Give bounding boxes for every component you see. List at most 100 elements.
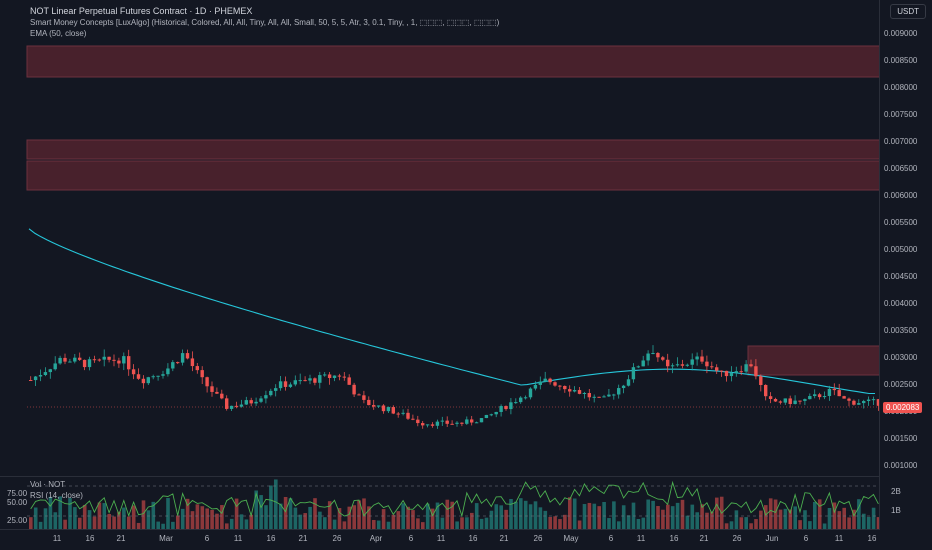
candle-body	[749, 364, 753, 367]
volume-bar	[421, 522, 425, 530]
supply-zone	[26, 160, 880, 191]
candle	[411, 414, 415, 421]
currency-button[interactable]: USDT	[890, 4, 926, 19]
candle-body	[543, 378, 547, 382]
volume-bar	[729, 521, 734, 530]
volume-bar	[136, 522, 141, 530]
candle	[68, 358, 72, 363]
candle-body	[210, 386, 214, 392]
candle-body	[617, 388, 621, 395]
volume-bar	[474, 503, 479, 530]
volume-bar	[734, 510, 739, 530]
candle-body	[876, 399, 880, 406]
volume-bar	[866, 516, 871, 530]
candle	[278, 375, 283, 391]
volume-bar	[793, 506, 797, 530]
price-tick: 0.009000	[884, 29, 918, 38]
candle-body	[661, 357, 665, 360]
chart-title: NOT Linear Perpetual Futures Contract · …	[30, 6, 253, 16]
time-tick: 21	[699, 534, 709, 543]
candle-body	[215, 391, 219, 394]
price-tick: 0.006000	[884, 191, 918, 200]
pane-separator[interactable]	[0, 476, 880, 477]
volume-bar	[43, 508, 48, 530]
volume-bar	[582, 504, 587, 530]
candle-body	[504, 406, 508, 410]
candle	[715, 364, 719, 375]
candle-body	[754, 366, 758, 377]
candle-body	[239, 404, 244, 407]
candle	[337, 373, 342, 381]
candle	[572, 386, 577, 393]
candle-body	[695, 356, 699, 360]
candle-body	[278, 381, 283, 389]
candle-body	[352, 384, 356, 395]
candle	[817, 392, 822, 400]
volume-bar	[38, 521, 43, 530]
volume-bar	[587, 502, 592, 530]
price-chart[interactable]	[0, 0, 880, 530]
volume-bar	[283, 496, 288, 530]
rsi-legend[interactable]: RSI (14, close)	[30, 491, 83, 500]
candle-body	[778, 401, 783, 403]
candle-body	[813, 394, 817, 397]
volume-bars	[29, 479, 880, 530]
volume-bar	[102, 503, 107, 530]
time-tick: 16	[669, 534, 679, 543]
price-axis[interactable]: USDT 0.009000 0.008500 0.008000 0.007500 0.0…	[879, 0, 932, 530]
volume-bar	[332, 519, 337, 530]
time-axis[interactable]: 11 16 21 Mar 6 11 16 21 26 Apr 6 11 16 21 26 May 6 11 16 21…	[0, 529, 880, 550]
candle-body	[621, 385, 626, 389]
volume-bar	[323, 517, 327, 530]
candle-body	[641, 360, 645, 367]
volume-bar	[670, 506, 675, 530]
candle	[58, 355, 62, 365]
candle	[558, 384, 562, 391]
candle-body	[234, 405, 239, 407]
volume-bar	[406, 506, 410, 530]
candle	[229, 405, 234, 412]
supply-zone	[26, 45, 880, 78]
candle-body	[136, 374, 141, 379]
volume-bar	[357, 500, 361, 530]
candle-body	[514, 402, 518, 404]
time-tick: 21	[499, 534, 509, 543]
volume-bar	[817, 499, 822, 530]
volume-bar	[715, 497, 719, 530]
candle-body	[445, 420, 449, 424]
candle	[391, 405, 395, 415]
candle-body	[376, 405, 381, 407]
volume-bar	[705, 512, 709, 530]
volume-bar	[465, 517, 469, 530]
candle-body	[666, 359, 670, 367]
candle	[744, 360, 748, 374]
candle	[719, 370, 724, 377]
price-tick: 0.006500	[884, 164, 918, 173]
volume-bar	[764, 505, 768, 530]
indicator-ema[interactable]: EMA (50, close)	[30, 29, 87, 38]
candle	[332, 375, 337, 382]
volume-bar	[754, 519, 758, 530]
candle-body	[719, 370, 724, 372]
candle-body	[759, 376, 763, 385]
candle-body	[509, 402, 513, 410]
price-tick: 0.003500	[884, 326, 918, 335]
candle	[607, 389, 611, 397]
candle-body	[421, 423, 425, 426]
volume-bar	[656, 506, 660, 530]
volume-bar	[528, 504, 533, 530]
candle-body	[127, 356, 131, 370]
volume-bar	[29, 517, 33, 530]
volume-legend[interactable]: Vol · NOT	[30, 480, 66, 489]
candle	[685, 363, 689, 367]
candle-body	[53, 363, 57, 370]
indicator-smc[interactable]: Smart Money Concepts [LuxAlgo] (Historic…	[30, 18, 500, 27]
candle-body	[553, 382, 557, 386]
volume-bar	[180, 508, 185, 530]
candle	[621, 384, 626, 394]
candle-body	[58, 357, 62, 364]
candle-body	[293, 380, 297, 385]
candle-body	[425, 424, 430, 426]
volume-bar	[509, 498, 513, 530]
volume-bar	[504, 509, 508, 530]
